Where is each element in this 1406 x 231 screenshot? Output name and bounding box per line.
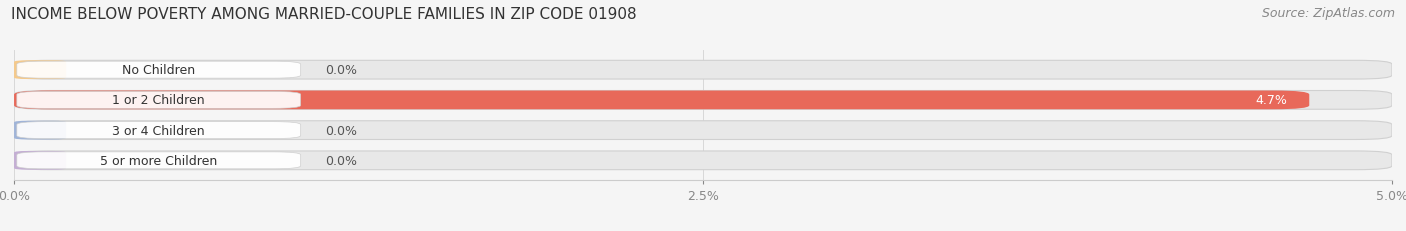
FancyBboxPatch shape [17, 62, 301, 79]
FancyBboxPatch shape [14, 91, 1309, 110]
Text: No Children: No Children [122, 64, 195, 77]
FancyBboxPatch shape [14, 121, 66, 140]
FancyBboxPatch shape [17, 152, 301, 169]
FancyBboxPatch shape [14, 61, 66, 80]
FancyBboxPatch shape [17, 92, 301, 109]
Text: 3 or 4 Children: 3 or 4 Children [112, 124, 205, 137]
FancyBboxPatch shape [14, 151, 1392, 170]
Text: 0.0%: 0.0% [325, 124, 357, 137]
Text: 0.0%: 0.0% [325, 154, 357, 167]
FancyBboxPatch shape [14, 61, 1392, 80]
Text: 4.7%: 4.7% [1256, 94, 1288, 107]
FancyBboxPatch shape [17, 122, 301, 139]
FancyBboxPatch shape [14, 151, 66, 170]
FancyBboxPatch shape [14, 91, 1392, 110]
FancyBboxPatch shape [14, 121, 1392, 140]
Text: Source: ZipAtlas.com: Source: ZipAtlas.com [1261, 7, 1395, 20]
Text: 1 or 2 Children: 1 or 2 Children [112, 94, 205, 107]
Text: INCOME BELOW POVERTY AMONG MARRIED-COUPLE FAMILIES IN ZIP CODE 01908: INCOME BELOW POVERTY AMONG MARRIED-COUPL… [11, 7, 637, 22]
Text: 0.0%: 0.0% [325, 64, 357, 77]
Text: 5 or more Children: 5 or more Children [100, 154, 218, 167]
